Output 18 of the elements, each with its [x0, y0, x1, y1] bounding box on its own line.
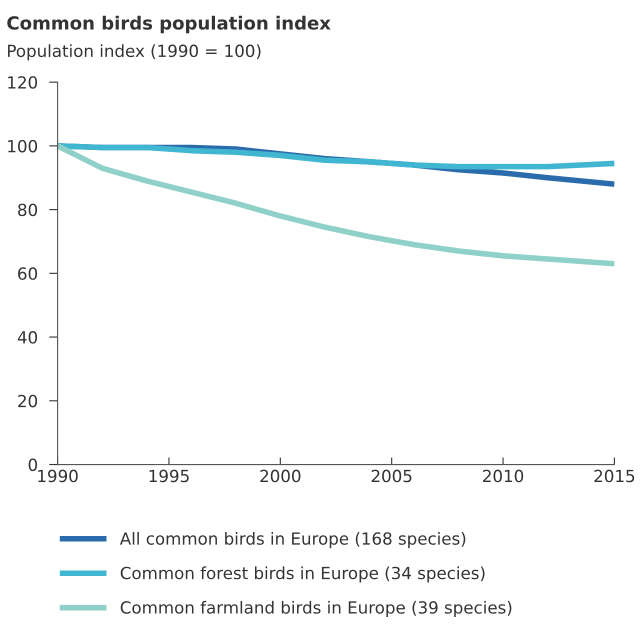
y-tick-label: 40: [18, 331, 38, 344]
x-tick-label: 1995: [150, 470, 189, 482]
chart-title: Common birds population index: [7, 16, 331, 34]
x-tick-label: 1990: [38, 470, 78, 482]
x-tick-label: 2010: [483, 470, 524, 482]
x-tick-label: 2015: [594, 470, 634, 482]
legend-label: Common farmland birds in Europe (39 species): [120, 600, 512, 617]
y-tick-label: 60: [18, 267, 38, 280]
legend-label: All common birds in Europe (168 species): [120, 532, 466, 548]
y-tick-label: 0: [28, 458, 38, 472]
y-tick-label: 100: [8, 140, 38, 152]
y-tick-label: 80: [18, 204, 38, 216]
legend-label: Common forest birds in Europe (34 species): [120, 566, 485, 583]
y-axis-title: Population index (1990 = 100): [8, 44, 261, 60]
x-tick-label: 2005: [372, 470, 412, 482]
x-tick-label: 2000: [260, 470, 300, 482]
y-tick-label: 120: [8, 76, 38, 89]
y-tick-label: 20: [18, 394, 38, 408]
